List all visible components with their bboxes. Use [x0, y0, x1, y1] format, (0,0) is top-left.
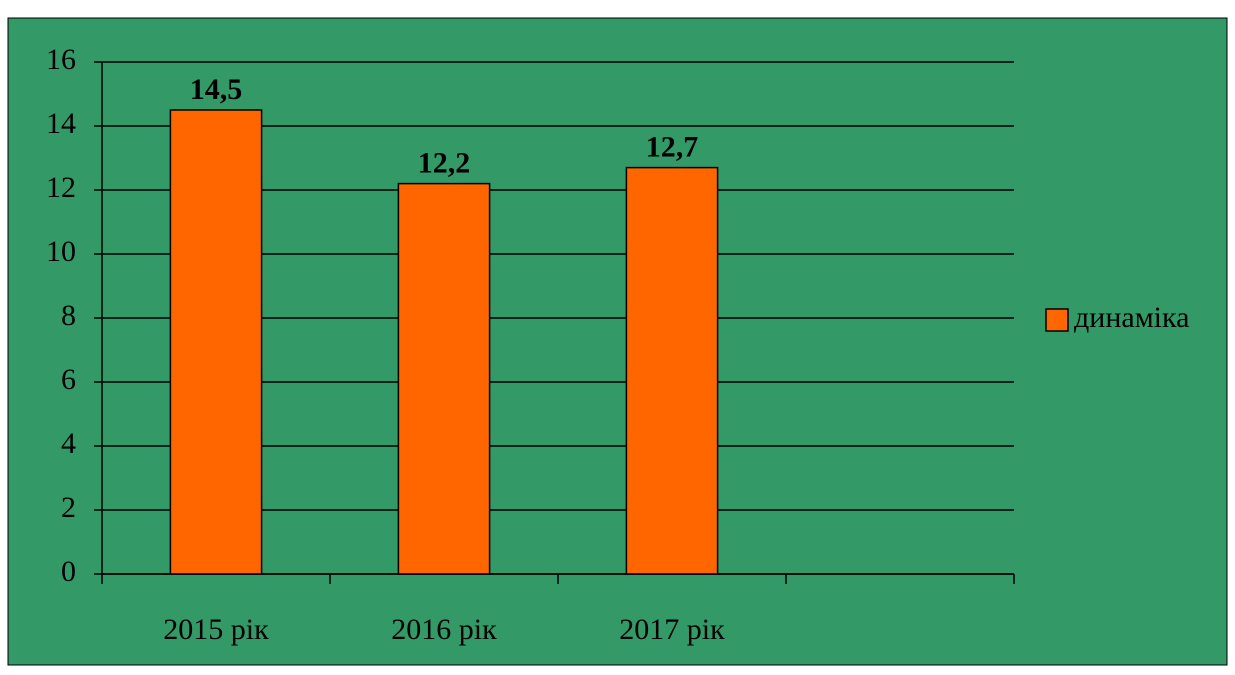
y-tick-label: 14: [46, 107, 76, 140]
y-tick-label: 2: [61, 491, 76, 524]
y-tick-label: 12: [46, 171, 76, 204]
legend-swatch: [1045, 308, 1069, 332]
x-tick-label: 2017 рік: [619, 613, 725, 646]
y-tick-label: 6: [61, 363, 76, 396]
y-tick-label: 4: [61, 427, 76, 460]
x-tick-label: 2016 рік: [391, 613, 497, 646]
y-tick-label: 16: [46, 43, 76, 76]
legend-label: динаміка: [1074, 301, 1189, 334]
data-label: 14,5: [190, 73, 243, 106]
data-label: 12,2: [418, 146, 471, 179]
y-tick-label: 10: [46, 235, 76, 268]
data-label: 12,7: [646, 130, 699, 163]
x-tick-label: 2015 рік: [163, 613, 269, 646]
bar: [397, 182, 491, 575]
bar: [625, 166, 719, 575]
y-tick-label: 0: [61, 555, 76, 588]
y-tick-label: 8: [61, 299, 76, 332]
bar: [169, 109, 263, 575]
